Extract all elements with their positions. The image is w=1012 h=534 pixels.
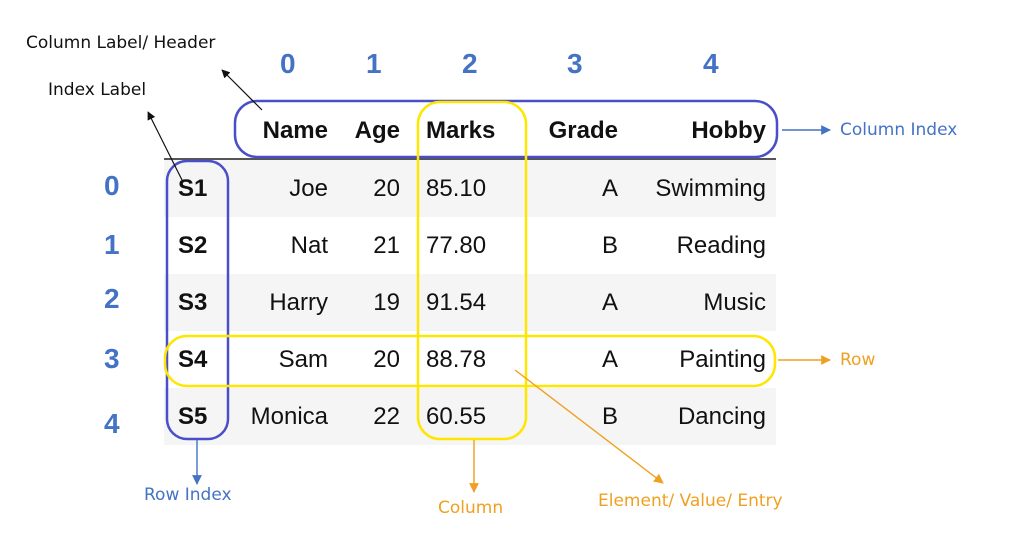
row-index-cell: S2 — [178, 231, 208, 259]
name-cell: Joe — [289, 174, 328, 202]
row-position-0: 0 — [104, 170, 120, 201]
header-marks: Marks — [426, 117, 496, 144]
hobby-cell: Music — [703, 288, 766, 316]
grade-cell: A — [601, 345, 618, 373]
row-position-2: 2 — [104, 283, 120, 314]
marks-cell: 60.55 — [426, 402, 487, 430]
column-position-0: 0 — [280, 48, 296, 79]
column-position-3: 3 — [567, 48, 583, 79]
name-cell: Monica — [250, 402, 328, 430]
name-cell: Sam — [278, 345, 328, 373]
header-grade: Grade — [548, 117, 618, 144]
hobby-cell: Dancing — [677, 402, 766, 430]
hobby-cell: Reading — [676, 231, 766, 259]
hobby-cell: Swimming — [655, 174, 766, 202]
table-row: S1 Joe 20 85.10 A Swimming — [164, 160, 776, 217]
age-cell: 20 — [373, 174, 400, 202]
index-label-annotation: Index Label — [48, 80, 147, 100]
table-row: S3 Harry 19 91.54 A Music — [164, 274, 776, 331]
column-label-annotation: Column Label/ Header — [26, 33, 216, 53]
table-row: S4 Sam 20 88.78 A Painting — [164, 331, 776, 388]
index-label-arrow — [147, 111, 183, 181]
row-s4-outline — [163, 334, 777, 388]
column-header-outline — [233, 99, 779, 159]
name-cell: Harry — [269, 288, 328, 316]
table-row: S5 Monica 22 60.55 B Dancing — [164, 388, 776, 445]
row-index-cell: S1 — [178, 174, 208, 202]
row-index-cell: S3 — [178, 288, 208, 316]
row-index-outline — [165, 159, 230, 441]
marks-cell: 77.80 — [426, 231, 487, 259]
table-row: S2 Nat 21 77.80 B Reading — [164, 217, 776, 274]
grade-cell: A — [601, 174, 618, 202]
row-index-cell: S5 — [178, 402, 208, 430]
column-index-annotation: Column Index — [840, 120, 958, 140]
column-annotation: Column — [438, 498, 504, 518]
age-cell: 22 — [373, 402, 400, 430]
column-label-arrow — [221, 69, 263, 111]
row-index-cell: S4 — [178, 345, 208, 373]
grade-cell: B — [601, 231, 618, 259]
header-age: Age — [354, 117, 400, 144]
row-position-1: 1 — [104, 229, 120, 260]
age-cell: 21 — [373, 231, 400, 259]
row-position-3: 3 — [104, 343, 120, 374]
element-arrow — [514, 369, 664, 484]
column-position-4: 4 — [703, 48, 719, 79]
grade-cell: A — [601, 288, 618, 316]
header-name: Name — [262, 117, 328, 144]
marks-column-outline — [416, 100, 528, 441]
dataframe-table: Name Age Marks Grade Hobby S1 Joe 20 85.… — [164, 104, 776, 445]
element-annotation: Element/ Value/ Entry — [598, 491, 783, 511]
column-position-2: 2 — [462, 48, 478, 79]
marks-cell: 88.78 — [426, 345, 487, 373]
row-annotation: Row — [840, 350, 876, 370]
row-position-4: 4 — [104, 408, 120, 439]
age-cell: 20 — [373, 345, 400, 373]
column-position-1: 1 — [366, 48, 382, 79]
marks-cell: 85.10 — [426, 174, 487, 202]
age-cell: 19 — [373, 288, 400, 316]
header-hobby: Hobby — [691, 117, 766, 144]
name-cell: Nat — [290, 231, 328, 259]
header-row: Name Age Marks Grade Hobby — [164, 104, 776, 160]
marks-cell: 91.54 — [426, 288, 487, 316]
row-index-annotation: Row Index — [144, 485, 232, 505]
hobby-cell: Painting — [679, 345, 766, 373]
grade-cell: B — [601, 402, 618, 430]
